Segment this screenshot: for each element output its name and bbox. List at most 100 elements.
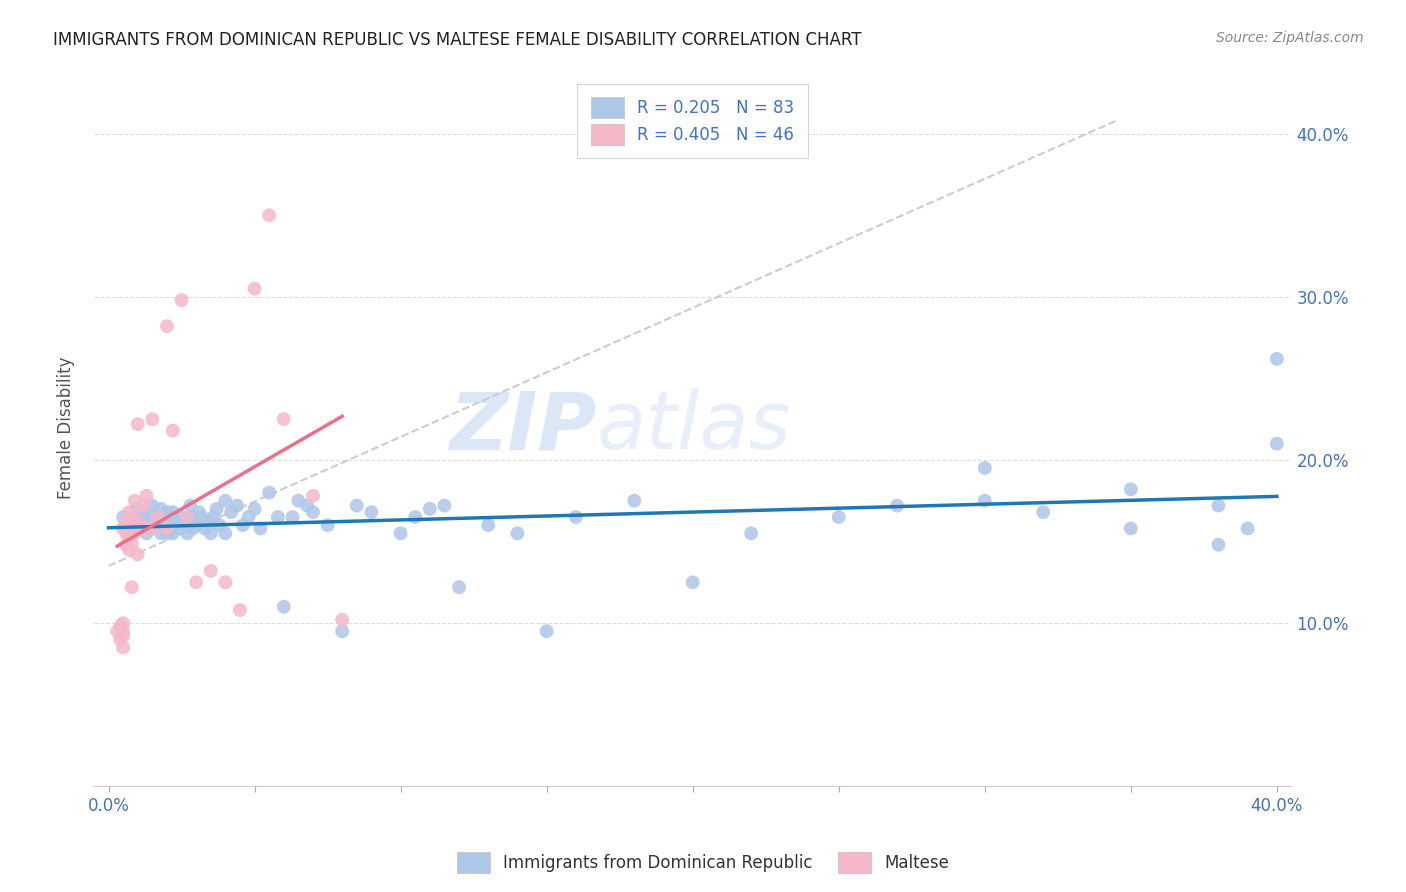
Point xyxy=(156,526,179,541)
Point xyxy=(150,501,173,516)
Point xyxy=(148,510,170,524)
Point xyxy=(257,208,280,222)
Point xyxy=(118,526,141,541)
Point xyxy=(179,499,201,513)
Point xyxy=(214,575,236,590)
Point xyxy=(389,526,412,541)
Point xyxy=(243,501,266,516)
Point xyxy=(148,510,170,524)
Point xyxy=(143,518,166,533)
Point xyxy=(112,510,135,524)
Point xyxy=(330,613,353,627)
Point xyxy=(186,575,208,590)
Point xyxy=(1265,436,1288,450)
Point xyxy=(127,548,149,562)
Point xyxy=(186,518,208,533)
Point xyxy=(433,499,456,513)
Point xyxy=(740,526,762,541)
Point xyxy=(162,526,184,541)
Point xyxy=(973,461,995,475)
Point xyxy=(112,521,135,535)
Point xyxy=(124,513,146,527)
Point xyxy=(165,515,187,529)
Point xyxy=(105,624,128,639)
Point xyxy=(295,499,318,513)
Point xyxy=(132,521,155,535)
Point xyxy=(973,493,995,508)
Point xyxy=(273,599,295,614)
Point xyxy=(565,510,588,524)
Point xyxy=(188,505,211,519)
Point xyxy=(202,510,225,524)
Point xyxy=(159,518,181,533)
Point xyxy=(194,521,217,535)
Point xyxy=(536,624,558,639)
Point xyxy=(257,485,280,500)
Point xyxy=(124,526,146,541)
Point xyxy=(447,580,470,594)
Point xyxy=(219,505,242,519)
Point xyxy=(173,518,195,533)
Point xyxy=(129,518,152,533)
Point xyxy=(176,526,198,541)
Point xyxy=(156,505,179,519)
Text: Source: ZipAtlas.com: Source: ZipAtlas.com xyxy=(1216,31,1364,45)
Point xyxy=(118,515,141,529)
Point xyxy=(419,501,441,516)
Point xyxy=(191,510,214,524)
Point xyxy=(197,515,219,529)
Point xyxy=(138,515,160,529)
Point xyxy=(115,515,138,529)
Point xyxy=(200,526,222,541)
Point xyxy=(346,499,368,513)
Point xyxy=(623,493,645,508)
Point xyxy=(1119,483,1142,497)
Point xyxy=(179,510,201,524)
Point xyxy=(121,580,143,594)
Point xyxy=(121,515,143,529)
Point xyxy=(273,412,295,426)
Y-axis label: Female Disability: Female Disability xyxy=(58,356,75,499)
Point xyxy=(132,510,155,524)
Point xyxy=(506,526,529,541)
Point xyxy=(1208,538,1230,552)
Point xyxy=(162,505,184,519)
Point xyxy=(156,319,179,334)
Point xyxy=(167,521,190,535)
Point xyxy=(135,505,157,519)
Point xyxy=(118,515,141,529)
Point xyxy=(121,538,143,552)
Point xyxy=(124,493,146,508)
Point xyxy=(226,499,249,513)
Point xyxy=(214,493,236,508)
Point xyxy=(112,624,135,639)
Point xyxy=(135,526,157,541)
Point xyxy=(477,518,499,533)
Point xyxy=(302,489,325,503)
Point xyxy=(170,510,193,524)
Point xyxy=(153,513,176,527)
Point xyxy=(135,489,157,503)
Point xyxy=(208,518,231,533)
Legend: R = 0.205   N = 83, R = 0.405   N = 46: R = 0.205 N = 83, R = 0.405 N = 46 xyxy=(578,84,808,158)
Point xyxy=(1119,521,1142,535)
Point xyxy=(170,293,193,307)
Point xyxy=(118,542,141,557)
Point xyxy=(112,629,135,643)
Point xyxy=(360,505,382,519)
Point xyxy=(205,501,228,516)
Point xyxy=(302,505,325,519)
Legend: Immigrants from Dominican Republic, Maltese: Immigrants from Dominican Republic, Malt… xyxy=(450,846,956,880)
Point xyxy=(112,640,135,655)
Point xyxy=(330,624,353,639)
Point xyxy=(141,412,163,426)
Point xyxy=(176,510,198,524)
Point xyxy=(682,575,704,590)
Point xyxy=(121,521,143,535)
Point xyxy=(404,510,426,524)
Point xyxy=(1236,521,1258,535)
Point xyxy=(316,518,339,533)
Point xyxy=(229,603,252,617)
Point xyxy=(112,615,135,630)
Point xyxy=(281,510,304,524)
